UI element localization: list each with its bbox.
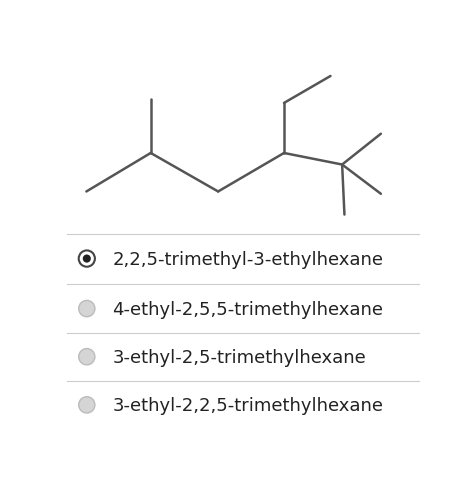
Text: 3-ethyl-2,2,5-trimethylhexane: 3-ethyl-2,2,5-trimethylhexane xyxy=(112,396,383,414)
Circle shape xyxy=(83,255,91,263)
Text: 3-ethyl-2,5-trimethylhexane: 3-ethyl-2,5-trimethylhexane xyxy=(112,348,366,366)
Circle shape xyxy=(79,301,95,317)
Circle shape xyxy=(79,349,95,365)
Circle shape xyxy=(79,397,95,413)
Text: 4-ethyl-2,5,5-trimethylhexane: 4-ethyl-2,5,5-trimethylhexane xyxy=(112,300,383,318)
Circle shape xyxy=(79,251,95,267)
Text: 2,2,5-trimethyl-3-ethylhexane: 2,2,5-trimethyl-3-ethylhexane xyxy=(112,250,383,268)
